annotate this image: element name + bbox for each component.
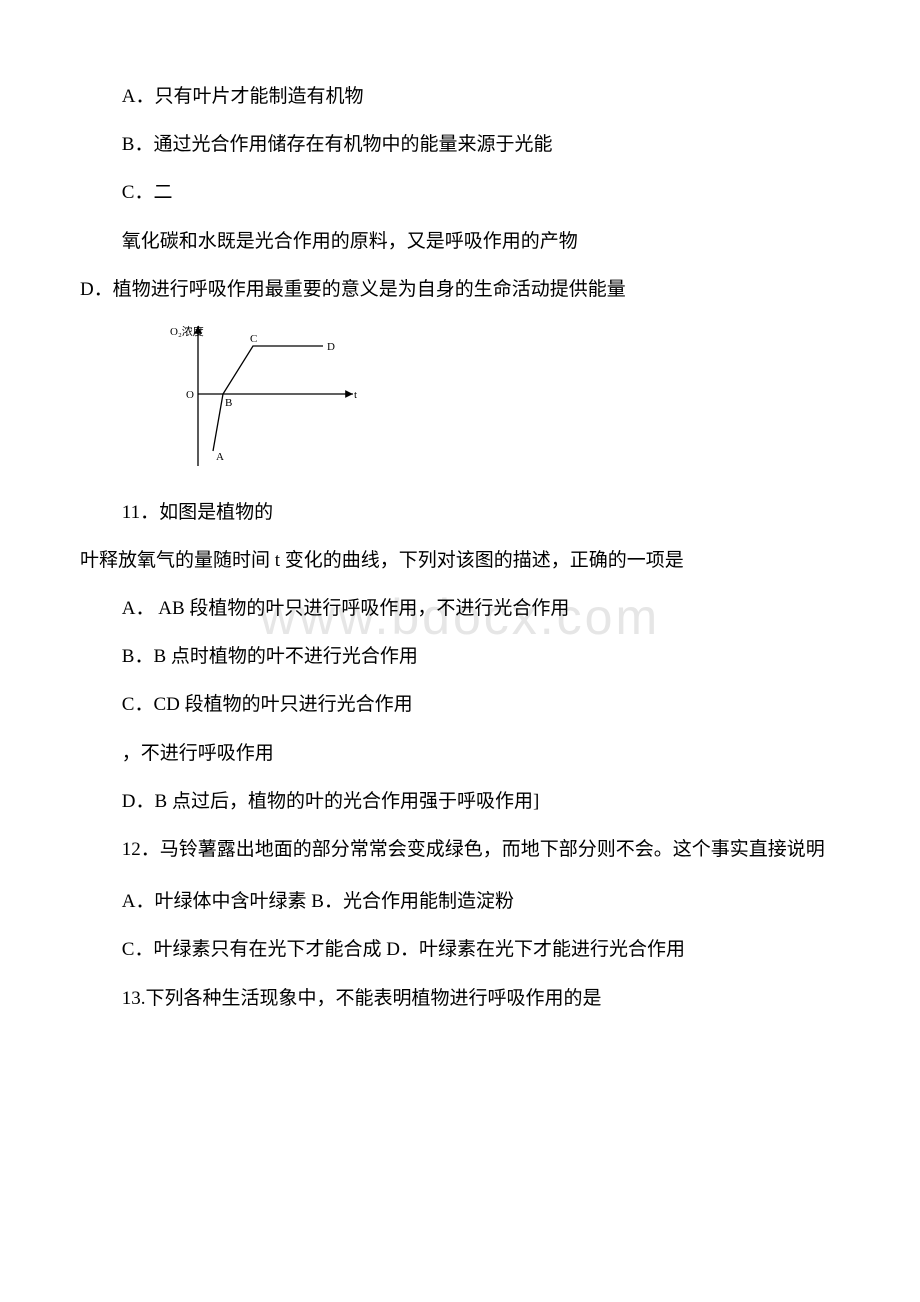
svg-text:D: D <box>327 341 335 353</box>
q11-stem-line2: 叶释放氧气的量随时间 t 变化的曲线，下列对该图的描述，正确的一项是 <box>80 544 840 578</box>
page-content: A．只有叶片才能制造有机物 B．通过光合作用储存在有机物中的能量来源于光能 C．… <box>80 80 840 1016</box>
q10-option-b: B．通过光合作用储存在有机物中的能量来源于光能 <box>80 128 840 162</box>
q11-option-d: D．B 点过后，植物的叶的光合作用强于呼吸作用] <box>80 785 840 819</box>
svg-text:B: B <box>225 397 232 409</box>
q10-option-d: D．植物进行呼吸作用最重要的意义是为自身的生命活动提供能量 <box>80 273 840 307</box>
o2-concentration-chart: O₂浓度 Ot A B C D <box>168 321 840 482</box>
q10-option-c-line1: C．二 <box>80 176 840 210</box>
q10-option-a: A．只有叶片才能制造有机物 <box>80 80 840 114</box>
q11-option-b: B．B 点时植物的叶不进行光合作用 <box>80 640 840 674</box>
q12-stem: 12．马铃薯露出地面的部分常常会变成绿色，而地下部分则不会。这个事实直接说明 <box>80 833 840 867</box>
q13-stem: 13.下列各种生活现象中，不能表明植物进行呼吸作用的是 <box>80 982 840 1016</box>
svg-text:C: C <box>250 333 257 345</box>
svg-text:A: A <box>216 451 224 463</box>
svg-text:t: t <box>354 389 357 401</box>
q10-option-c-line2: 氧化碳和水既是光合作用的原料，又是呼吸作用的产物 <box>80 225 840 259</box>
q11-option-c-line2: ，不进行呼吸作用 <box>80 737 840 771</box>
q11-option-c-line1: C．CD 段植物的叶只进行光合作用 <box>80 688 840 722</box>
q12-option-cd: C．叶绿素只有在光下才能合成 D．叶绿素在光下才能进行光合作用 <box>80 933 840 967</box>
q11-option-a: A． AB 段植物的叶只进行呼吸作用，不进行光合作用 <box>80 592 840 626</box>
svg-text:O₂浓度: O₂浓度 <box>170 324 204 338</box>
q11-stem-line1: 11．如图是植物的 <box>80 496 840 530</box>
q12-option-ab: A．叶绿体中含叶绿素 B．光合作用能制造淀粉 <box>80 885 840 919</box>
svg-text:O: O <box>186 389 194 401</box>
